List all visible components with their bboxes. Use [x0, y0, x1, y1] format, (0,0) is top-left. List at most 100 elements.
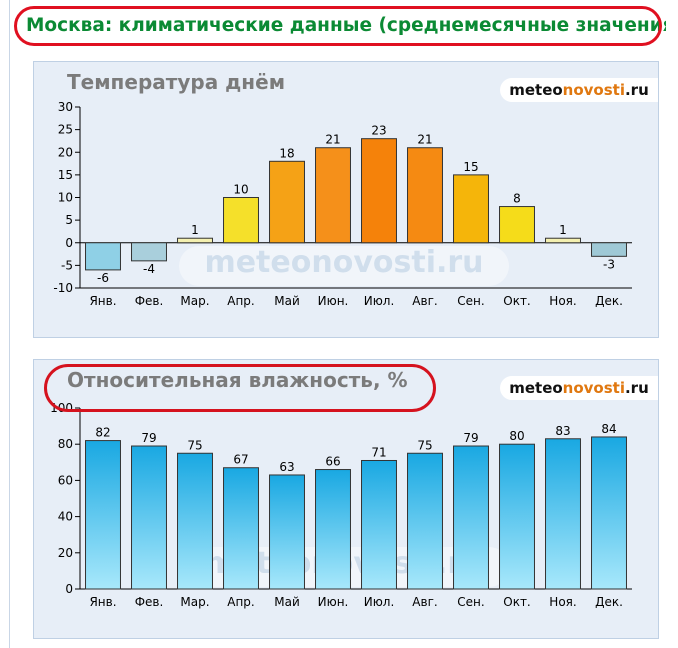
y-tick-label: 0 — [65, 236, 73, 250]
x-tick-label: Апр. — [227, 294, 255, 308]
x-tick-label: Авг. — [412, 595, 437, 609]
x-tick-label: Мар. — [180, 294, 209, 308]
bar — [85, 440, 121, 590]
x-tick-label: Мар. — [180, 595, 209, 609]
brand-accent: novosti — [562, 379, 625, 397]
data-label: -4 — [143, 262, 155, 276]
data-label: 23 — [371, 124, 386, 138]
data-label: 18 — [279, 146, 294, 160]
x-tick-label: Фев. — [135, 294, 164, 308]
data-label: 75 — [417, 438, 432, 452]
x-tick-label: Окт. — [503, 294, 531, 308]
x-tick-label: Янв. — [89, 294, 116, 308]
y-tick-label: 30 — [58, 100, 73, 114]
data-label: 82 — [95, 426, 110, 440]
y-tick-label: 20 — [58, 145, 73, 159]
data-label: 67 — [233, 453, 248, 467]
bar — [315, 469, 351, 590]
x-tick-label: Июн. — [318, 294, 349, 308]
data-label: -3 — [603, 257, 615, 271]
data-label: 79 — [141, 431, 156, 445]
data-label: 1 — [559, 223, 567, 237]
bar — [85, 242, 121, 271]
y-tick-label: 5 — [65, 213, 73, 227]
watermark-text: meteonovosti.ru — [204, 245, 483, 280]
data-label: 79 — [463, 431, 478, 445]
brand-badge: meteonovosti.ru — [500, 78, 658, 102]
humidity-title-highlight-oval — [44, 364, 436, 412]
x-tick-label: Сен. — [457, 294, 484, 308]
page-title: Москва: климатические данные (среднемеся… — [26, 15, 666, 36]
bar — [269, 160, 305, 244]
data-label: 71 — [371, 445, 386, 459]
bar — [545, 237, 581, 244]
brand-prefix: meteo — [509, 379, 563, 397]
data-label: 8 — [513, 192, 521, 206]
bar — [545, 438, 581, 590]
bar — [177, 452, 213, 590]
data-label: 10 — [233, 183, 248, 197]
y-tick-label: 15 — [58, 168, 73, 182]
bar — [131, 445, 167, 590]
data-label: 80 — [509, 429, 524, 443]
data-label: 84 — [601, 422, 616, 436]
bar — [499, 206, 535, 244]
data-label: 75 — [187, 438, 202, 452]
y-tick-label: 25 — [58, 123, 73, 137]
data-label: -6 — [97, 271, 109, 285]
data-label: 83 — [555, 424, 570, 438]
x-tick-label: Дек. — [595, 595, 623, 609]
x-tick-label: Май — [274, 294, 300, 308]
x-tick-label: Авг. — [412, 294, 437, 308]
brand-accent: novosti — [562, 81, 625, 99]
y-tick-label: 60 — [58, 473, 73, 487]
bar — [407, 147, 443, 244]
brand-badge: meteonovosti.ru — [500, 376, 658, 400]
bar — [591, 436, 627, 590]
y-tick-label: 40 — [58, 510, 73, 524]
x-tick-label: Апр. — [227, 595, 255, 609]
bar — [453, 174, 489, 244]
watermark-backdrop — [179, 246, 509, 286]
y-tick-label: 20 — [58, 546, 73, 560]
x-tick-label: Ноя. — [549, 595, 576, 609]
bar — [591, 242, 627, 257]
bar — [315, 147, 351, 244]
y-tick-label: -10 — [53, 281, 73, 295]
data-label: 21 — [325, 133, 340, 147]
bar — [131, 242, 167, 262]
x-tick-label: Июн. — [318, 595, 349, 609]
data-label: 63 — [279, 460, 294, 474]
x-tick-label: Янв. — [89, 595, 116, 609]
bar — [223, 467, 259, 590]
temperature-chart-title: Температура днём — [67, 70, 286, 94]
x-tick-label: Окт. — [503, 595, 531, 609]
y-tick-label: -5 — [61, 258, 73, 272]
x-tick-label: Июл. — [364, 595, 395, 609]
title-highlight-oval — [14, 6, 662, 46]
brand-prefix: meteo — [509, 81, 563, 99]
bar — [223, 197, 259, 244]
data-label: 66 — [325, 455, 340, 469]
x-tick-label: Дек. — [595, 294, 623, 308]
y-tick-label: 80 — [58, 437, 73, 451]
humidity-panel: Относительная влажность, % meteonovosti.… — [33, 359, 659, 639]
bar — [499, 443, 535, 590]
brand-suffix: .ru — [624, 81, 649, 99]
page-left-border — [9, 0, 10, 648]
bar — [361, 459, 397, 590]
data-label: 21 — [417, 133, 432, 147]
x-tick-label: Фев. — [135, 595, 164, 609]
bar — [361, 138, 397, 244]
x-tick-label: Май — [274, 595, 300, 609]
data-label: 1 — [191, 223, 199, 237]
humidity-chart: meteonovosti.ru10080604020082Янв.79Фев.7… — [50, 401, 632, 609]
y-tick-label: 10 — [58, 191, 73, 205]
data-label: 15 — [463, 160, 478, 174]
x-tick-label: Ноя. — [549, 294, 576, 308]
brand-suffix: .ru — [624, 379, 649, 397]
y-tick-label: 0 — [65, 582, 73, 596]
x-tick-label: Июл. — [364, 294, 395, 308]
humidity-chart-title: Относительная влажность, % — [67, 368, 408, 392]
temperature-panel: Температура днём meteonovosti.ru meteono… — [33, 61, 659, 338]
